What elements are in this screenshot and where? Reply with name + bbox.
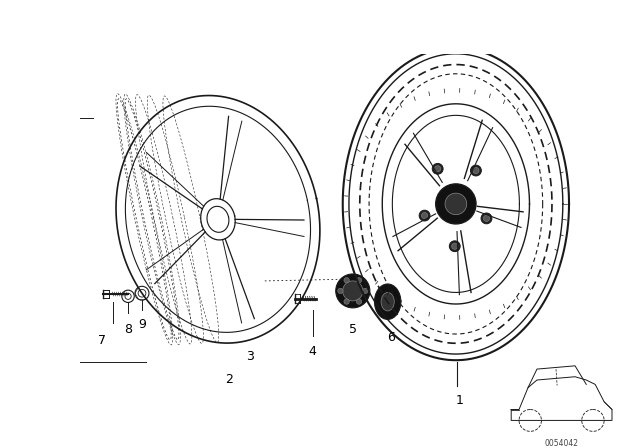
Circle shape (445, 193, 467, 215)
Circle shape (419, 210, 430, 221)
Circle shape (435, 166, 441, 172)
Circle shape (338, 288, 343, 293)
Circle shape (356, 278, 362, 283)
Circle shape (336, 274, 370, 308)
Circle shape (473, 168, 479, 174)
Ellipse shape (381, 293, 394, 311)
Text: 1: 1 (456, 394, 464, 407)
Circle shape (436, 184, 476, 224)
Text: 6: 6 (387, 331, 395, 344)
Text: 2: 2 (225, 373, 233, 386)
Circle shape (452, 243, 458, 250)
Circle shape (470, 165, 481, 176)
Circle shape (344, 299, 349, 304)
Text: 7: 7 (98, 334, 106, 347)
Circle shape (449, 241, 460, 252)
Text: 8: 8 (124, 323, 132, 336)
Circle shape (483, 215, 490, 221)
Circle shape (356, 299, 362, 304)
Text: 4: 4 (308, 345, 316, 358)
Text: 0054042: 0054042 (545, 439, 579, 448)
Ellipse shape (374, 284, 401, 319)
Circle shape (481, 213, 492, 224)
Circle shape (344, 278, 349, 283)
Text: 3: 3 (246, 350, 255, 363)
Circle shape (422, 212, 428, 219)
Circle shape (362, 288, 368, 293)
Circle shape (432, 164, 443, 174)
Text: 5: 5 (349, 323, 357, 336)
Text: 9: 9 (138, 318, 146, 331)
Circle shape (343, 281, 363, 301)
